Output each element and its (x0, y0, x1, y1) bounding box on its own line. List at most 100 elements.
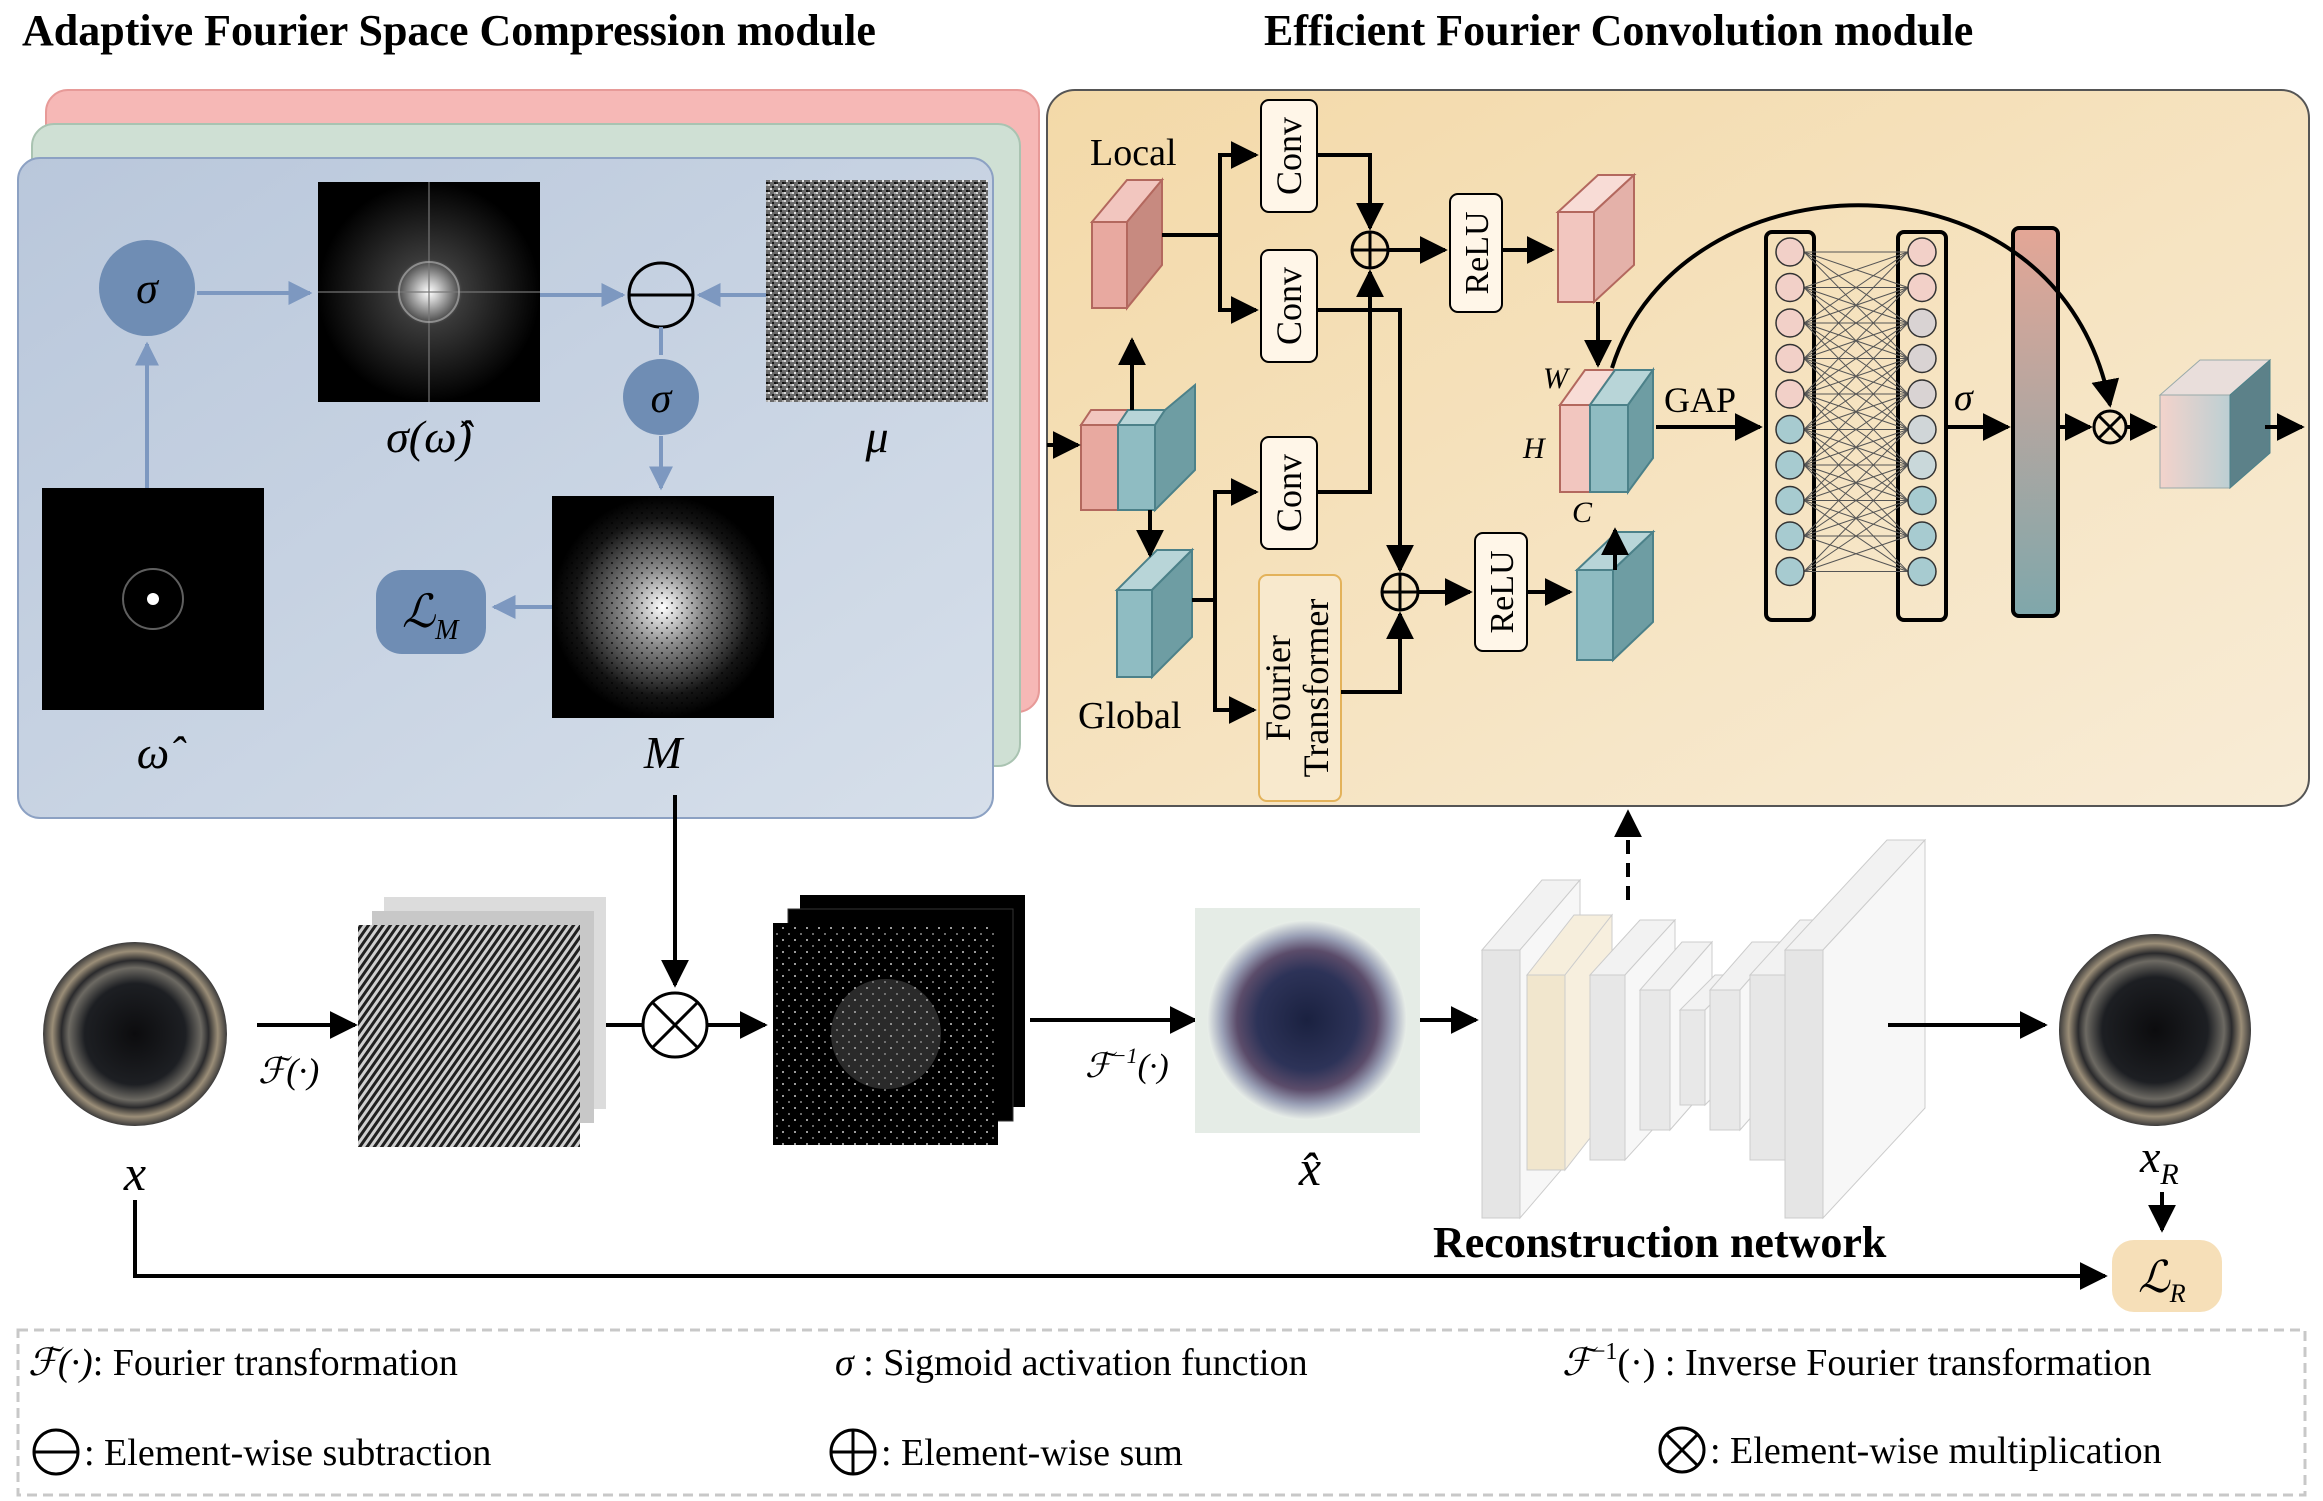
concat-cube-teal (1589, 404, 1629, 493)
inverse-op-label: ℱ−1(·) (1085, 1043, 1169, 1085)
spectrum-stack-front (358, 925, 580, 1147)
efc-panel (1046, 89, 2310, 807)
legend-sub-text: : Element-wise subtraction (84, 1432, 491, 1474)
mu-noise-image (766, 180, 988, 402)
fc-link (1803, 429, 1909, 501)
global-out-cube-front (1576, 569, 1614, 661)
fc-link (1803, 500, 1909, 572)
arrow-conv1-to-sum (1317, 153, 1384, 231)
conv-label-1: Conv (1269, 117, 1309, 195)
net-layer-2-front (1526, 974, 1566, 1171)
legend-mul-x2 (1664, 1432, 1700, 1468)
efc-title: Efficient Fourier Convolution module (1264, 6, 1973, 55)
x-label: x (123, 1145, 146, 1201)
fc-node (1775, 379, 1805, 409)
arrow-conv3-to-sum-local (1317, 269, 1384, 494)
fc-node (1775, 556, 1805, 587)
fc-link (1803, 322, 1909, 395)
input-cube-teal (1117, 424, 1156, 511)
concat-cube-red (1559, 404, 1591, 493)
arrow-global-to-conv3 (1192, 478, 1259, 602)
output-image-xr (2059, 934, 2251, 1126)
fc-node (1907, 308, 1937, 338)
net-layer-1-front (1481, 949, 1521, 1219)
fc-node (1907, 485, 1937, 516)
fc-link (1803, 358, 1909, 466)
arrow-ft-to-sum (1341, 611, 1414, 694)
input-image-x (43, 942, 227, 1126)
fc-link (1803, 535, 1909, 572)
fc-node (1907, 556, 1937, 587)
arrow-x-to-loss-R (133, 1200, 2108, 1290)
fourier-transformer-label-1: Fourier (1258, 635, 1298, 741)
reconstruction-label: Reconstruction network (1433, 1218, 1887, 1267)
dim-C-label: C (1572, 496, 1593, 529)
xhat-label: x̂ (1298, 1140, 1321, 1196)
fc-node (1907, 450, 1937, 480)
legend-fourier: ℱ(·): Fourier transformation (28, 1342, 458, 1384)
xhat-image (1207, 920, 1407, 1120)
legend-mul-text: : Element-wise multiplication (1710, 1430, 2162, 1472)
fc-link (1803, 251, 1909, 288)
xr-label: xR (2139, 1131, 2179, 1191)
global-cube-front (1116, 589, 1153, 678)
fc-node (1907, 343, 1937, 374)
main-mul-x2 (650, 1000, 700, 1050)
sigma-node-mid (623, 359, 699, 435)
global-cube-side (1151, 547, 1193, 680)
masked-stack-front (773, 923, 998, 1145)
fc-node (1907, 237, 1937, 267)
efc-mul-x2 (2097, 414, 2123, 440)
net-layer-6-front (1709, 989, 1741, 1131)
fc-nodes (1775, 237, 1937, 587)
fc-link (1803, 464, 1909, 537)
mu-label: μ (864, 411, 888, 462)
net-layer-3-front (1589, 974, 1626, 1161)
local-out-cube-side (1593, 172, 1635, 305)
fc-node (1907, 521, 1937, 551)
sigma-node-top (99, 240, 195, 336)
sigma-omega-label: σ(ω̂) (386, 411, 474, 462)
fc-node (1775, 272, 1805, 303)
relu-box-1 (1449, 193, 1503, 313)
loss-R-box (2112, 1240, 2222, 1312)
fc-link (1803, 251, 1909, 359)
local-cube-front (1091, 221, 1128, 309)
fc-node (1775, 308, 1805, 338)
output-cube-side (2229, 358, 2271, 490)
conv-label-2: Conv (1269, 267, 1309, 345)
fc-node (1775, 450, 1805, 480)
local-cube-side (1126, 177, 1163, 311)
sigma-node-top-label: σ (136, 264, 160, 313)
local-label: Local (1090, 132, 1177, 174)
loss-M-box (376, 570, 486, 654)
fc-node (1907, 272, 1937, 303)
masked-center-glow (831, 979, 941, 1089)
attention-bar (2011, 226, 2060, 618)
fc-link (1803, 322, 1909, 430)
output-cube-front (2159, 394, 2231, 489)
conv-box-2 (1260, 249, 1318, 363)
fourier-op-label: ℱ(·) (258, 1051, 319, 1091)
fc-node (1775, 414, 1805, 445)
arrow-local-to-conv2 (1218, 235, 1259, 324)
reconstruction-network (1480, 838, 1927, 1220)
net-layer-7-front (1749, 974, 1786, 1161)
fc-link (1803, 429, 1909, 537)
sigma-node-mid-label: σ (651, 376, 674, 422)
global-label: Global (1078, 695, 1181, 737)
fc-link (1803, 358, 1909, 430)
fourier-transformer-label-2: Transformer (1296, 599, 1336, 778)
dim-H-label: H (1522, 432, 1547, 465)
net-layer-8-side (1822, 838, 1926, 1220)
fc-link (1803, 251, 1909, 324)
mask-M-label: M (643, 727, 685, 778)
net-layer-8-front (1784, 949, 1824, 1219)
mask-M-noise (552, 496, 774, 718)
fc-node (1775, 237, 1805, 267)
global-out-cube-side (1612, 529, 1654, 663)
legend-sum-text: : Element-wise sum (881, 1432, 1183, 1474)
concat-cube-side (1627, 366, 1654, 496)
arrow-global-to-ft (1213, 600, 1257, 724)
